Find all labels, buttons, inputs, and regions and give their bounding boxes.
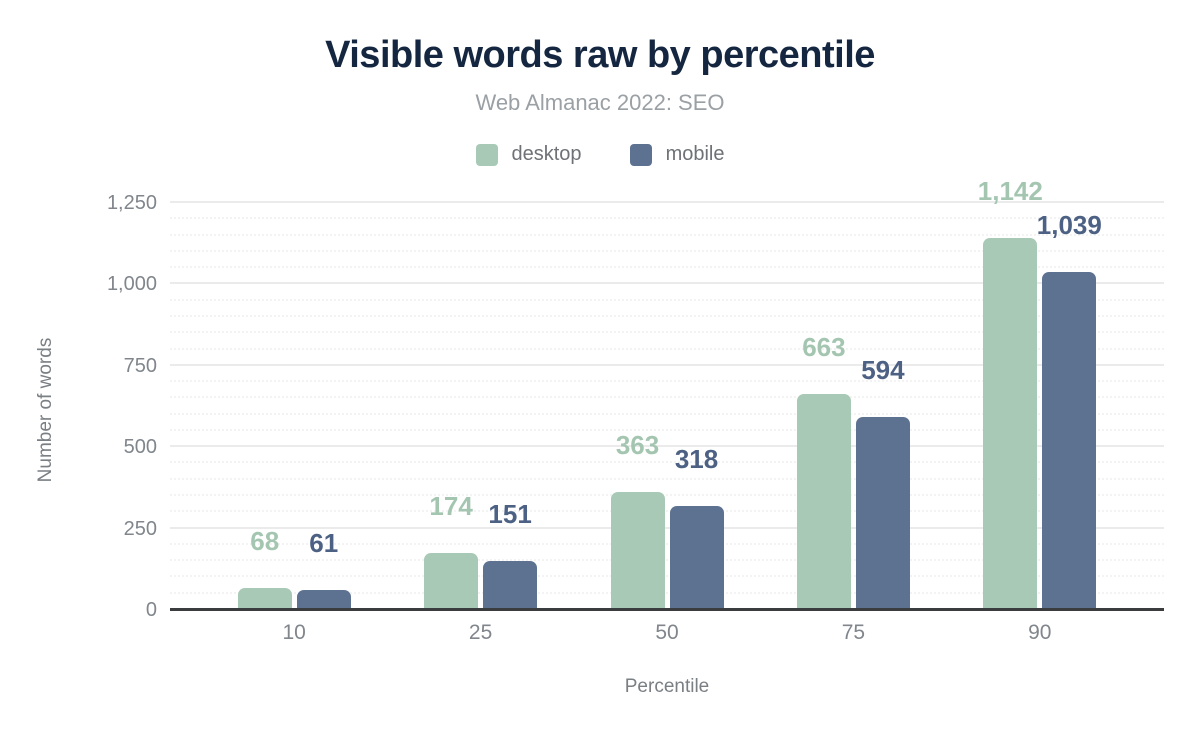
minor-gridline	[170, 428, 1164, 431]
mobile-bar-value-label: 594	[861, 354, 905, 385]
minor-gridline	[170, 233, 1164, 236]
minor-gridline	[170, 298, 1164, 301]
desktop-bar-value-label: 174	[429, 491, 473, 522]
bar-groups: 68 61 174 151 363 318 663 594 1,142 1,039	[170, 178, 1164, 610]
minor-gridline	[170, 249, 1164, 252]
major-gridline	[170, 363, 1164, 366]
minor-gridline	[170, 314, 1164, 317]
minor-gridline	[170, 575, 1164, 578]
chart-subtitle: Web Almanac 2022: SEO	[475, 90, 725, 115]
bar-pair	[387, 203, 573, 610]
bar-group-p75: 663 594	[760, 203, 946, 610]
x-axis-title: Percentile	[624, 676, 710, 697]
mobile-bar-p10[interactable]	[296, 590, 351, 610]
minor-gridline	[170, 266, 1164, 269]
desktop-bar-value-label: 68	[250, 525, 280, 556]
y-tick-label: 250	[123, 517, 157, 540]
minor-gridline	[170, 331, 1164, 334]
legend: desktop mobile	[0, 143, 1200, 166]
mobile-bar-value-label: 151	[488, 498, 532, 529]
y-tick-label: 500	[123, 436, 157, 459]
x-tick-label: 75	[841, 621, 866, 644]
bar-pair	[574, 203, 760, 610]
x-tick-label: 50	[655, 621, 679, 644]
desktop-bar-p50[interactable]	[610, 491, 665, 610]
mobile-bar-p50[interactable]	[669, 506, 724, 610]
legend-item-mobile: mobile	[629, 143, 725, 166]
minor-gridline	[170, 559, 1164, 562]
minor-gridline	[170, 217, 1164, 220]
minor-gridline	[170, 461, 1164, 464]
chart-title: Visible words raw by percentile	[325, 34, 875, 76]
bar-group-p50: 363 318	[574, 203, 760, 610]
y-tick-label: 1,000	[106, 273, 157, 296]
legend-label: mobile	[665, 143, 725, 165]
bar-group-p90: 1,142 1,039	[947, 178, 1133, 610]
bar-group-p25: 174 151	[387, 203, 573, 610]
minor-gridline	[170, 412, 1164, 415]
desktop-bar-value-label: 363	[615, 429, 660, 460]
legend-item-desktop: desktop	[475, 143, 582, 166]
desktop-bar-value-label: 1,142	[977, 176, 1043, 207]
mobile-bar-value-label: 1,039	[1036, 209, 1102, 240]
minor-gridline	[170, 510, 1164, 513]
major-gridline	[170, 201, 1164, 203]
desktop-bar-value-label: 663	[802, 332, 846, 363]
x-axis-line	[170, 608, 1164, 611]
x-tick-label: 25	[468, 621, 493, 644]
major-gridline	[170, 282, 1164, 285]
major-gridline	[170, 445, 1164, 448]
minor-gridline	[170, 380, 1164, 383]
desktop-bar-p10[interactable]	[237, 587, 292, 610]
bar-pair	[201, 203, 387, 610]
plot-area: 68 61 174 151 363 318 663 594 1,142 1,039	[170, 178, 1164, 611]
legend-swatch-desktop	[475, 143, 498, 166]
x-tick-label: 10	[282, 621, 306, 644]
mobile-bar-p25[interactable]	[483, 560, 538, 610]
y-axis-title: Number of words	[35, 337, 56, 483]
y-tick-label: 750	[123, 354, 157, 377]
desktop-bar-p90[interactable]	[983, 238, 1038, 610]
minor-gridline	[170, 542, 1164, 545]
desktop-bar-p75[interactable]	[796, 394, 851, 610]
bar-group-p10: 68 61	[201, 203, 387, 610]
desktop-bar-p25[interactable]	[424, 553, 479, 610]
mobile-bar-p90[interactable]	[1042, 271, 1097, 610]
legend-swatch-mobile	[629, 143, 652, 166]
y-tick-label: 0	[145, 599, 157, 621]
minor-gridline	[170, 591, 1164, 594]
bar-pair	[760, 203, 946, 610]
y-tick-label: 1,250	[106, 192, 157, 214]
major-gridline	[170, 526, 1164, 529]
minor-gridline	[170, 396, 1164, 399]
legend-label: desktop	[511, 143, 582, 165]
minor-gridline	[170, 347, 1164, 350]
minor-gridline	[170, 494, 1164, 497]
mobile-bar-p75[interactable]	[855, 416, 910, 610]
mobile-bar-value-label: 61	[309, 528, 339, 559]
bar-pair	[947, 203, 1133, 610]
x-tick-label: 90	[1028, 621, 1052, 644]
mobile-bar-value-label: 318	[674, 444, 719, 475]
minor-gridline	[170, 477, 1164, 480]
